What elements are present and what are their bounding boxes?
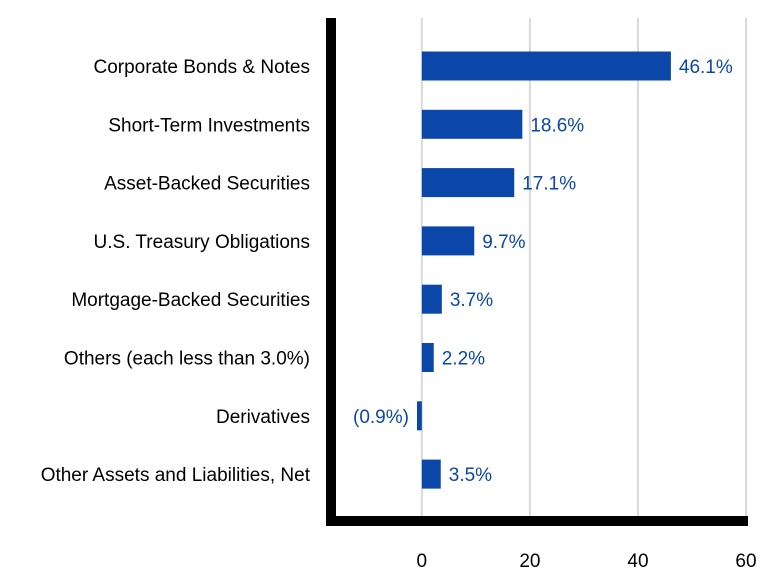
category-label: Short-Term Investments xyxy=(108,115,310,136)
bars xyxy=(416,51,671,489)
value-label: 46.1% xyxy=(679,57,733,78)
value-label: 2.2% xyxy=(442,349,485,370)
value-label: 3.5% xyxy=(449,465,492,486)
category-label: Others (each less than 3.0%) xyxy=(64,349,310,370)
value-label: 17.1% xyxy=(522,174,576,195)
value-labels: 46.1% 18.6% 17.1% 9.7% 3.7% 2.2% (0.9%) 3.5% xyxy=(353,57,733,486)
category-label: Derivatives xyxy=(216,407,310,428)
value-label: 18.6% xyxy=(530,115,584,136)
value-label: 3.7% xyxy=(450,290,493,311)
bar xyxy=(416,401,422,431)
bar xyxy=(421,284,442,314)
x-tick-label: 60 xyxy=(735,551,756,572)
category-label: Asset-Backed Securities xyxy=(104,174,310,195)
bar xyxy=(421,168,515,198)
x-axis-line xyxy=(326,516,748,526)
value-label: 9.7% xyxy=(482,232,525,253)
value-label: (0.9%) xyxy=(353,407,409,428)
bar xyxy=(421,459,441,489)
bar xyxy=(421,51,671,81)
category-labels: Corporate Bonds & Notes Short-Term Invest… xyxy=(41,57,311,486)
x-tick-label: 40 xyxy=(627,551,648,572)
x-tick-label: 0 xyxy=(417,551,428,572)
y-axis-line xyxy=(326,18,336,526)
grid-lines xyxy=(420,18,747,524)
axes xyxy=(326,18,748,526)
tick-labels: 0 20 40 60 xyxy=(417,551,757,572)
category-label: U.S. Treasury Obligations xyxy=(94,232,310,253)
bar xyxy=(421,226,475,256)
category-label: Corporate Bonds & Notes xyxy=(93,57,310,78)
bar xyxy=(421,343,434,372)
category-label: Mortgage-Backed Securities xyxy=(71,290,310,311)
bar xyxy=(421,109,523,139)
x-tick-label: 20 xyxy=(519,551,540,572)
category-label: Other Assets and Liabilities, Net xyxy=(41,465,311,486)
